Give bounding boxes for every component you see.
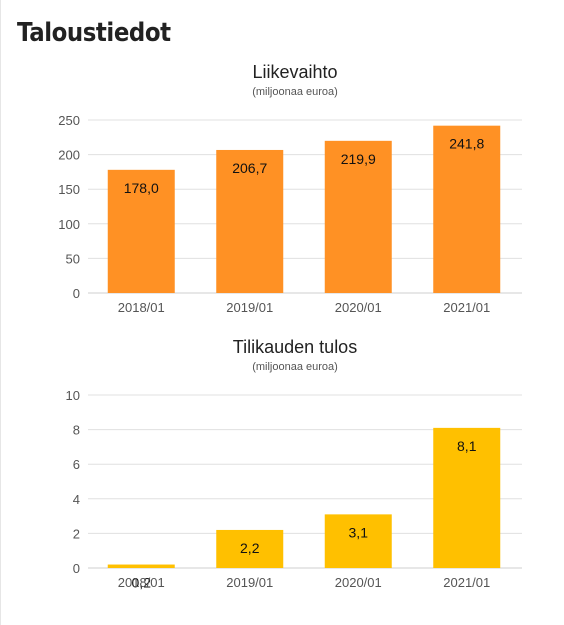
- bar-value-label: 0,2: [132, 575, 152, 591]
- bar: [324, 514, 392, 568]
- profit-chart: Tilikauden tulos (miljoonaa euroa) 0 2 4 6 8 10…: [66, 337, 522, 591]
- bar-value-label: 241,8: [449, 136, 484, 152]
- chart-subtitle: (miljoonaa euroa): [252, 361, 338, 373]
- y-tick-label: 150: [58, 182, 80, 197]
- y-tick-label: 100: [58, 217, 80, 232]
- y-tick-label: 0: [73, 561, 80, 576]
- y-tick-label: 250: [58, 113, 80, 128]
- bar: [216, 529, 284, 568]
- bar-value-label: 8,1: [457, 438, 477, 454]
- bar: [107, 564, 175, 568]
- bar: [433, 427, 501, 568]
- page-title: Taloustiedot: [17, 18, 171, 48]
- y-tick-label: 0: [73, 286, 80, 301]
- chart-title: Tilikauden tulos: [233, 337, 357, 357]
- bar: [324, 140, 392, 293]
- chart-title: Liikevaihto: [252, 62, 337, 82]
- bar: [107, 169, 175, 293]
- bar-value-label: 2,2: [240, 540, 260, 556]
- bar-value-label: 206,7: [232, 160, 267, 176]
- bar: [433, 125, 501, 293]
- revenue-chart: Liikevaihto (miljoonaa euroa) 0 50 100 150 200…: [58, 62, 522, 315]
- x-tick-label: 2018/01: [118, 300, 165, 315]
- chart-subtitle: (miljoonaa euroa): [252, 86, 338, 98]
- x-tick-label: 2021/01: [443, 300, 490, 315]
- y-tick-label: 2: [73, 526, 80, 541]
- bar-value-label: 3,1: [349, 524, 369, 540]
- y-tick-label: 200: [58, 148, 80, 163]
- y-tick-label: 8: [73, 423, 80, 438]
- bar-value-label: 219,9: [341, 151, 376, 167]
- y-tick-label: 10: [66, 388, 80, 403]
- y-tick-label: 6: [73, 457, 80, 472]
- x-tick-label: 2020/01: [335, 575, 382, 590]
- y-tick-label: 4: [73, 492, 80, 507]
- x-tick-label: 2019/01: [226, 575, 273, 590]
- bar-value-label: 178,0: [124, 180, 159, 196]
- x-tick-label: 2020/01: [335, 300, 382, 315]
- x-tick-label: 2018/01: [118, 575, 165, 590]
- bar: [216, 149, 284, 293]
- x-tick-label: 2019/01: [226, 300, 273, 315]
- y-tick-label: 50: [66, 251, 80, 266]
- x-tick-label: 2021/01: [443, 575, 490, 590]
- left-border: [0, 0, 1, 625]
